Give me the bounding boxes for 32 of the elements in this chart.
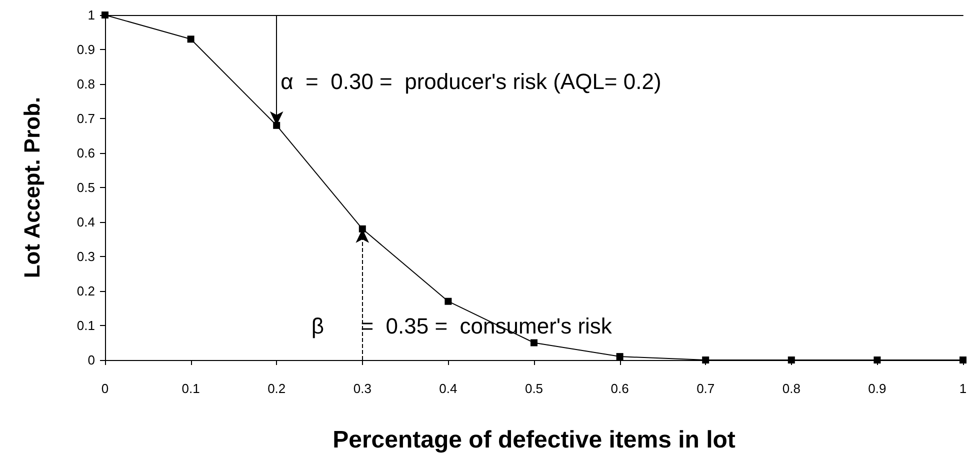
y-tick-label: 0 — [88, 352, 95, 368]
x-axis-title: Percentage of defective items in lot — [332, 426, 736, 454]
y-tick-label: 0.1 — [76, 318, 95, 333]
point — [616, 353, 624, 360]
x-tick-label: 0.1 — [182, 381, 200, 396]
y-tick-label: 0.9 — [76, 42, 95, 57]
x-tick-label: 0.2 — [268, 381, 286, 396]
x-tick-label: 0.7 — [696, 381, 715, 396]
point — [444, 298, 452, 305]
x-tick-label: 0.3 — [353, 381, 372, 396]
point — [187, 36, 194, 43]
x-tick-label: 0.8 — [782, 381, 800, 396]
point — [702, 356, 710, 364]
x-tick-label: 0.5 — [524, 381, 544, 396]
y-tick-label: 0.8 — [76, 76, 95, 92]
y-tick-label: 0.2 — [76, 284, 95, 298]
y-tick-label: 1 — [88, 8, 95, 22]
x-tick-label: 0.6 — [610, 381, 629, 396]
y-tick-label: 0.7 — [76, 111, 95, 126]
y-tick-label: 0.3 — [76, 249, 95, 264]
point — [874, 356, 881, 364]
x-tick-label: 1 — [959, 381, 967, 396]
x-tick-label: 0.4 — [439, 381, 458, 396]
point — [530, 339, 538, 346]
y-tick-label: 0.5 — [76, 180, 95, 195]
y-axis-title: Lot Accept. Prob. — [20, 96, 44, 278]
y-tick-label: 0.4 — [76, 214, 95, 230]
x-tick-label: 0 — [101, 381, 109, 396]
x-tick-label: 0.9 — [868, 381, 886, 396]
point — [788, 356, 795, 364]
y-tick-label: 0.6 — [76, 146, 95, 160]
annotation: α = 0.30 = producer's risk (AQL= 0.2) — [280, 68, 662, 94]
